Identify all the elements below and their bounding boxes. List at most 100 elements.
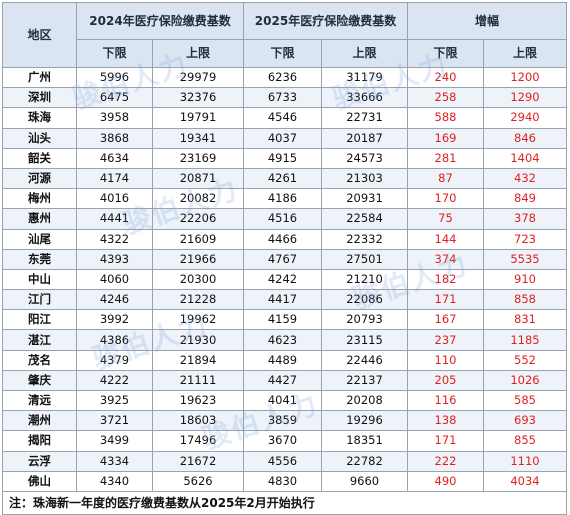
city-cell: 揭阳 [2,430,77,452]
table-row: 东莞 4393 21966 4767 27501 374 5535 [2,248,568,270]
table-row: 江门 4246 21228 4417 22086 171 858 [2,289,568,311]
city-cell: 中山 [2,268,77,291]
table-row: 中山 4060 20300 4242 21210 182 910 [2,268,568,291]
value-cell: 3499 [76,430,153,452]
value-cell: 21966 [152,248,244,270]
value-cell: 21228 [152,289,244,311]
header-region: 地区 [2,2,77,68]
value-cell: 4186 [243,188,322,210]
value-cell: 4334 [76,450,153,472]
value-cell: 23115 [321,329,408,351]
table-row: 广州 5996 29979 6236 31179 240 1200 [2,66,568,89]
value-cell: 4060 [76,268,153,291]
increase-cell: 374 [407,248,484,270]
value-cell: 22584 [321,208,408,230]
increase-cell: 490 [407,470,484,492]
value-cell: 22206 [152,208,244,230]
table-row: 茂名 4379 21894 4489 22446 110 552 [2,349,568,371]
increase-cell: 144 [407,228,484,250]
header-increase: 增幅 [406,2,568,40]
value-cell: 19623 [152,389,244,412]
value-cell: 3670 [243,430,322,452]
city-cell: 清远 [2,389,77,412]
city-cell: 东莞 [2,248,77,270]
table-row: 珠海 3958 19791 4546 22731 588 2940 [2,107,568,129]
header-2025-lower: 下限 [243,39,322,68]
increase-cell: 281 [407,147,484,169]
value-cell: 4623 [243,329,322,351]
city-cell: 云浮 [2,450,77,472]
value-cell: 19791 [152,107,244,129]
value-cell: 5996 [76,66,153,89]
city-cell: 阳江 [2,309,77,331]
value-cell: 20187 [321,127,408,149]
value-cell: 4222 [76,369,153,392]
table-row: 河源 4174 20871 4261 21303 87 432 [2,167,568,190]
table-row: 韶关 4634 23169 4915 24573 281 1404 [2,147,568,169]
increase-cell: 4034 [482,470,568,492]
increase-cell: 138 [407,410,484,432]
header-2024-upper: 上限 [152,39,244,68]
header-increase-upper: 上限 [482,39,568,68]
increase-cell: 849 [482,188,568,210]
value-cell: 22137 [321,369,408,392]
value-cell: 3721 [76,410,153,432]
value-cell: 17496 [152,430,244,452]
value-cell: 4830 [243,470,322,492]
city-cell: 佛山 [2,470,77,492]
increase-cell: 693 [482,410,568,432]
increase-cell: 171 [407,430,484,452]
value-cell: 21111 [152,369,244,392]
increase-cell: 723 [482,228,568,250]
value-cell: 4516 [243,208,322,230]
increase-cell: 110 [407,349,484,371]
value-cell: 27501 [321,248,408,270]
value-cell: 22731 [321,107,408,129]
table-row: 清远 3925 19623 4041 20208 116 585 [2,389,568,412]
value-cell: 19962 [152,309,244,331]
value-cell: 3868 [76,127,153,149]
value-cell: 21303 [321,167,408,190]
value-cell: 6733 [243,87,322,109]
increase-cell: 1290 [482,87,568,109]
value-cell: 4242 [243,268,322,291]
increase-cell: 831 [482,309,568,331]
value-cell: 19341 [152,127,244,149]
value-cell: 4159 [243,309,322,331]
value-cell: 22446 [321,349,408,371]
increase-cell: 432 [482,167,568,190]
table-row: 汕头 3868 19341 4037 20187 169 846 [2,127,568,149]
value-cell: 4556 [243,450,322,472]
table-row: 佛山 4340 5626 4830 9660 490 4034 [2,470,568,492]
value-cell: 29979 [152,66,244,89]
value-cell: 20931 [321,188,408,210]
footnote: 注：珠海新一年度的医疗缴费基数从2025年2月开始执行 [1,490,568,515]
value-cell: 4322 [76,228,153,250]
table-row: 肇庆 4222 21111 4427 22137 205 1026 [2,369,568,392]
value-cell: 23169 [152,147,244,169]
city-cell: 江门 [2,289,77,311]
city-cell: 潮州 [2,410,77,432]
value-cell: 4466 [243,228,322,250]
value-cell: 4016 [76,188,153,210]
table-body: 广州 5996 29979 6236 31179 240 1200 深圳 6475 32376 67… [2,66,568,492]
increase-cell: 378 [482,208,568,230]
value-cell: 4441 [76,208,153,230]
increase-cell: 116 [407,389,484,412]
value-cell: 32376 [152,87,244,109]
increase-cell: 169 [407,127,484,149]
value-cell: 20871 [152,167,244,190]
city-cell: 湛江 [2,329,77,351]
table-row: 梅州 4016 20082 4186 20931 170 849 [2,188,568,210]
table-row: 湛江 4386 21930 4623 23115 237 1185 [2,329,568,351]
value-cell: 3992 [76,309,153,331]
value-cell: 20793 [321,309,408,331]
header-2025-upper: 上限 [321,39,408,68]
value-cell: 4174 [76,167,153,190]
value-cell: 21894 [152,349,244,371]
value-cell: 18351 [321,430,408,452]
increase-cell: 182 [407,268,484,291]
value-cell: 6475 [76,87,153,109]
